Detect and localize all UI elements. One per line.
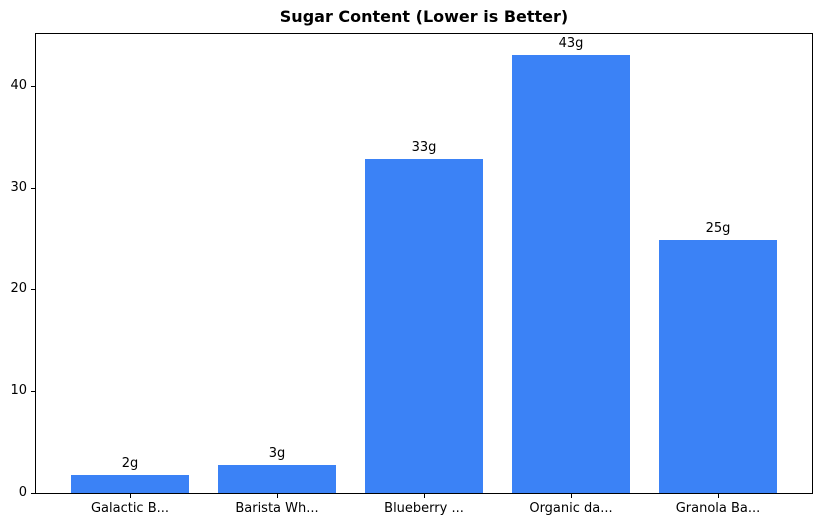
y-axis-tick-label: 40 [10,78,27,93]
bar [365,159,483,493]
x-axis-tick-mark [571,494,572,498]
x-axis-tick-mark [424,494,425,498]
bar-value-label: 43g [558,36,584,51]
bar-value-label: 3g [268,446,286,461]
bar [71,475,189,493]
y-axis-tick-mark [31,289,35,290]
chart-title: Sugar Content (Lower is Better) [279,7,569,26]
bar-value-label: 25g [705,221,731,236]
bar-value-label: 2g [121,456,139,471]
y-axis-tick-mark [31,86,35,87]
x-axis-tick-mark [718,494,719,498]
plot-area: 2g 3g 33g 43g 25g [35,33,813,494]
y-axis-tick-mark [31,493,35,494]
bar-value-label: 33g [411,140,437,155]
y-axis-tick-label: 0 [18,485,27,500]
bar [512,55,630,493]
bar [218,465,336,493]
bar [659,240,777,493]
x-axis-tick-mark [277,494,278,498]
y-axis-tick-label: 10 [10,383,27,398]
y-axis-tick-label: 30 [10,180,27,195]
x-axis-tick-label: Barista Wh... [235,501,319,516]
x-axis-tick-label: Galactic B... [90,501,170,516]
y-axis-tick-mark [31,188,35,189]
x-axis-tick-label: Granola Ba... [675,501,761,516]
x-axis-tick-mark [130,494,131,498]
x-axis-tick-label: Blueberry ... [384,501,464,516]
y-axis-tick-label: 20 [10,281,27,296]
y-axis-tick-mark [31,391,35,392]
x-axis-tick-label: Organic da... [529,501,613,516]
